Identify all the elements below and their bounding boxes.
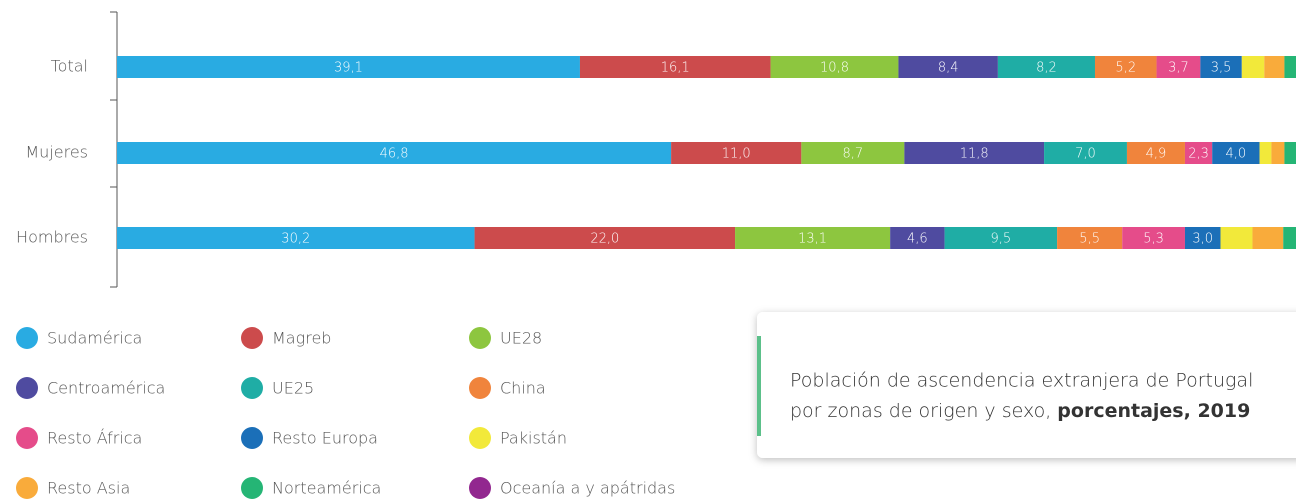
value-label: 4,9 (1146, 147, 1167, 162)
bar-segment (117, 227, 475, 249)
legend-swatch (16, 427, 38, 449)
legend-swatch (16, 377, 38, 399)
value-label: 3,7 (1168, 61, 1189, 76)
bar-segment (1200, 56, 1242, 78)
axis (110, 11, 118, 288)
value-label: 9,5 (991, 232, 1012, 247)
bar-segment (1283, 227, 1296, 249)
legend-label: Magreb (272, 329, 331, 348)
bar-segment (1126, 142, 1185, 164)
legend-swatch (469, 327, 491, 349)
value-label: 8,4 (938, 61, 959, 76)
bar-segment (904, 142, 1045, 164)
title-accent (757, 336, 761, 436)
value-label: 5,5 (1079, 232, 1100, 247)
bar-segment (1284, 142, 1296, 164)
chart-title: por zonas de origen y sexo, porcentajes, … (790, 400, 1250, 422)
bar-segment (1057, 227, 1123, 249)
bar-segment (1264, 56, 1285, 78)
chart-title: porcentajes, 2019 (1057, 400, 1250, 422)
bar-segment (1212, 142, 1260, 164)
legend-swatch (469, 377, 491, 399)
bar-segment (898, 56, 998, 78)
legend-label: Pakistán (500, 429, 567, 448)
bar-segment (1252, 227, 1284, 249)
bar-segment (1184, 227, 1221, 249)
value-label: 8,7 (843, 147, 864, 162)
value-label: 39,1 (334, 61, 363, 76)
value-label: 8,2 (1036, 61, 1057, 76)
title-box (757, 312, 1296, 458)
bar-segment (1220, 227, 1253, 249)
legend-label: UE25 (272, 379, 314, 398)
bar-segment (997, 56, 1095, 78)
legend-swatch (241, 327, 263, 349)
legend-label: Norteamérica (272, 479, 381, 498)
value-label: 4,0 (1226, 147, 1247, 162)
bar-segment (890, 227, 945, 249)
legend-swatch (241, 477, 263, 499)
category-label: Total (51, 57, 88, 76)
bar-segment (1241, 56, 1265, 78)
legend-label: Resto África (47, 429, 142, 448)
legend-label: Centroamérica (47, 379, 165, 398)
legend-swatch (469, 477, 491, 499)
bar-segment (1271, 142, 1285, 164)
bar-segment (117, 56, 580, 78)
bar-segment (117, 142, 672, 164)
bar-segment (944, 227, 1058, 249)
legend-swatch (16, 477, 38, 499)
bar-segment (1094, 56, 1157, 78)
bar-segment (801, 142, 905, 164)
bar-segment (735, 227, 891, 249)
bar-segment (1156, 56, 1201, 78)
chart-title: Población de ascendencia extranjera de P… (790, 370, 1253, 392)
value-label: 3,5 (1211, 61, 1232, 76)
value-label: 3,0 (1192, 232, 1213, 247)
bar-segment (1184, 142, 1213, 164)
value-label: 4,6 (907, 232, 928, 247)
legend-label: Resto Asia (47, 479, 130, 498)
value-label: 22,0 (590, 232, 619, 247)
value-label: 11,8 (960, 147, 989, 162)
value-label: 10,8 (820, 61, 849, 76)
bar-segment (671, 142, 802, 164)
legend-label: Sudamérica (47, 329, 142, 348)
legend-swatch (469, 427, 491, 449)
value-label: 11,0 (722, 147, 751, 162)
bar-segment (1122, 227, 1185, 249)
value-label: 46,8 (380, 147, 409, 162)
legend-label: Resto Europa (272, 429, 378, 448)
bar-segment (579, 56, 771, 78)
bar-segment (770, 56, 899, 78)
category-label: Hombres (16, 228, 88, 247)
bar-segment (474, 227, 736, 249)
value-label: 2,3 (1188, 147, 1209, 162)
value-label: 13,1 (798, 232, 827, 247)
value-label: 30,2 (281, 232, 310, 247)
legend-swatch (241, 427, 263, 449)
category-label: Mujeres (25, 143, 88, 162)
bar-segment (1259, 142, 1272, 164)
value-label: 5,2 (1115, 61, 1136, 76)
legend-label: China (500, 379, 546, 398)
chart-title: por zonas de origen y sexo, (790, 400, 1051, 422)
legend-swatch (241, 377, 263, 399)
legend-swatch (16, 327, 38, 349)
value-label: 7,0 (1075, 147, 1096, 162)
legend-label: Oceanía a y apátridas (500, 479, 675, 498)
value-label: 5,3 (1143, 232, 1164, 247)
legend-label: UE28 (500, 329, 542, 348)
value-label: 16,1 (661, 61, 690, 76)
bar-segment (1044, 142, 1127, 164)
bar-segment (1284, 56, 1296, 78)
